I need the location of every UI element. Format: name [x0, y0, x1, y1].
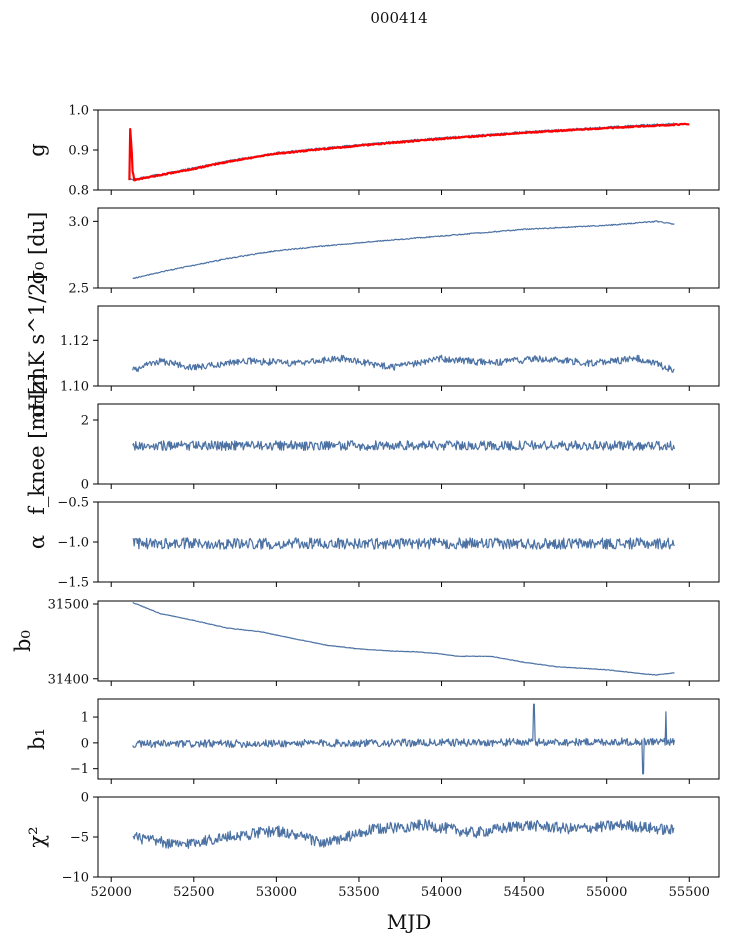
- y-axis-label: g: [25, 143, 49, 156]
- axes-frame: [97, 207, 720, 289]
- y-tick-label: −5: [70, 831, 89, 846]
- y-axis-label: f_knee [mHz]: [25, 373, 49, 515]
- y-tick-label: 2.5: [68, 282, 89, 297]
- panel-chi2: −10 −5 0 52000 52500 53000 53500 54000 54500 5500…: [25, 791, 720, 900]
- y-tick-label: 31400: [48, 672, 89, 687]
- series-line-chi2-0: [132, 818, 675, 849]
- axes-frame: [97, 796, 720, 878]
- panels: 0.8 0.9 1.0 g 2.5 3.0 σ₀ [du] 1.10 1.12 σ₀[mK s^1…: [11, 104, 720, 900]
- series-line-b0-0: [132, 602, 675, 676]
- x-tick-label: 54500: [503, 885, 544, 900]
- y-axis-label: σ₀ [du]: [25, 212, 49, 285]
- y-tick-label: −10: [62, 871, 89, 886]
- y-tick-label: −1.5: [57, 576, 89, 591]
- y-axis-label: α: [25, 535, 49, 549]
- x-tick-label: 53500: [338, 885, 379, 900]
- x-tick-label: 52000: [91, 885, 132, 900]
- axes-frame: [97, 403, 720, 485]
- y-tick-label: −1.0: [57, 536, 89, 551]
- panel-gain: 0.8 0.9 1.0 g: [25, 104, 720, 199]
- series-line-sigma0_mK-0: [132, 354, 675, 373]
- series-line-gain-1: [128, 122, 690, 182]
- y-tick-label: −0.5: [57, 496, 89, 511]
- axes-frame: [97, 698, 720, 780]
- panel-alpha: −1.5 −1.0 −0.5 α: [25, 496, 720, 591]
- x-tick-label: 55000: [586, 885, 627, 900]
- y-tick-label: 1: [81, 711, 89, 726]
- y-tick-label: 0.9: [68, 144, 89, 159]
- x-tick-label: 53000: [256, 885, 297, 900]
- y-axis-label: b₀: [11, 630, 35, 652]
- panel-b0: 31400 31500 b₀: [11, 597, 720, 687]
- y-axis-label: χ²: [25, 826, 49, 847]
- y-axis-label: σ₀[mK s^1/2]: [25, 274, 49, 418]
- y-tick-label: 0.8: [68, 184, 89, 199]
- y-tick-label: 0: [81, 736, 89, 751]
- x-axis-label: MJD: [387, 910, 432, 934]
- series-line-sigma0_du-0: [132, 220, 675, 280]
- x-tick-label: 52500: [173, 885, 214, 900]
- y-tick-label: 31500: [48, 597, 89, 612]
- series-line-fknee-0: [132, 440, 675, 451]
- y-tick-label: 3.0: [68, 215, 89, 230]
- y-tick-label: 1.10: [60, 380, 89, 395]
- panel-sigma0_mK: 1.10 1.12 σ₀[mK s^1/2]: [25, 274, 720, 418]
- axes-frame: [97, 305, 720, 387]
- series-line-alpha-0: [132, 537, 675, 550]
- figure-title: 000414: [370, 9, 427, 27]
- y-tick-label: 1.0: [68, 104, 89, 119]
- y-tick-label: −1: [70, 762, 89, 777]
- series-line-gain-0: [128, 122, 675, 181]
- axes-frame: [97, 600, 720, 682]
- y-tick-label: 2: [81, 414, 89, 429]
- y-tick-label: 0: [81, 791, 89, 806]
- panel-sigma0_du: 2.5 3.0 σ₀ [du]: [25, 207, 720, 297]
- series-line-b1-0: [132, 703, 675, 775]
- axes-frame: [97, 109, 720, 191]
- x-tick-label: 54000: [421, 885, 462, 900]
- panel-fknee: 0 2 f_knee [mHz]: [25, 373, 720, 515]
- panel-b1: −1 0 1 b₁: [25, 698, 720, 784]
- y-tick-label: 1.12: [60, 334, 89, 349]
- x-tick-label: 55500: [669, 885, 710, 900]
- y-axis-label: b₁: [25, 728, 49, 750]
- y-tick-label: 0: [81, 478, 89, 493]
